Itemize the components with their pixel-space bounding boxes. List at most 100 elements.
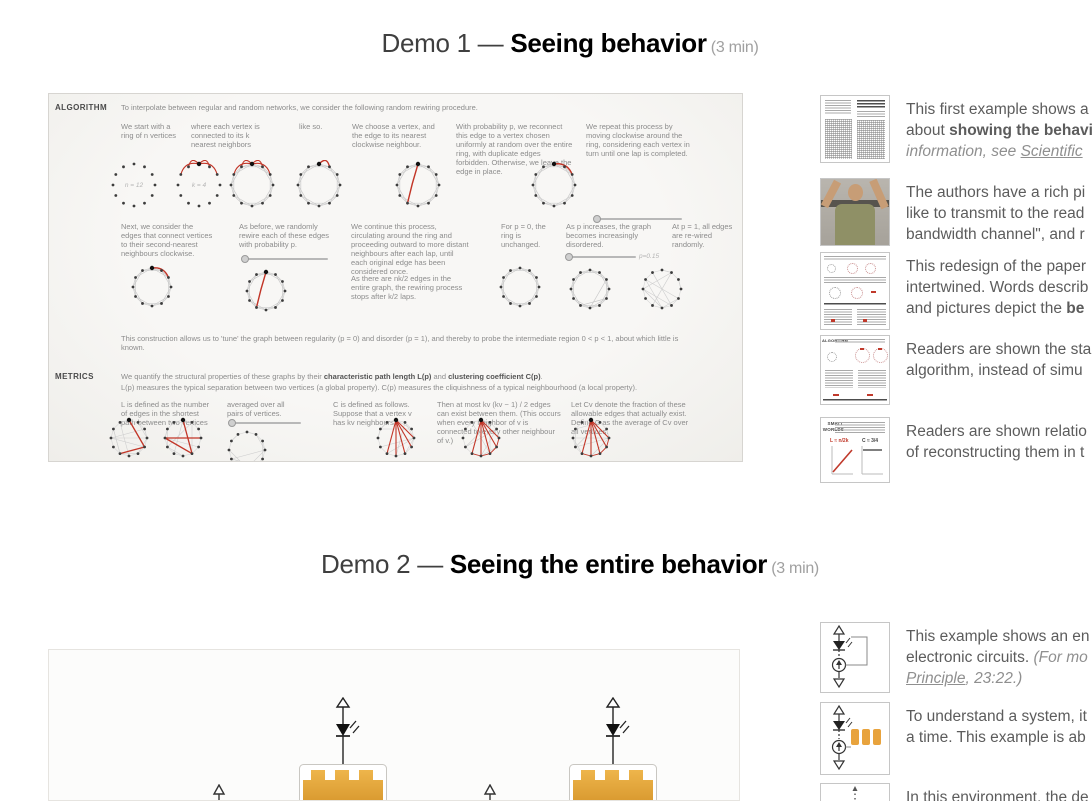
note-line: like to transmit to the read [906, 205, 1085, 222]
algorithm-intro: To interpolate between regular and rando… [121, 103, 478, 112]
note-line-with-link[interactable]: information, see Scientific [906, 143, 1083, 160]
average-slider [228, 419, 301, 427]
step1-caption-5: With probability p, we reconnect this ed… [456, 122, 573, 176]
graph-shortest-path [107, 416, 151, 461]
metrics-intro-1d: clustering coefficient C(p) [448, 372, 541, 381]
C-vs-n-chart [861, 446, 883, 475]
red-mark [833, 394, 839, 396]
note-line-with-link[interactable]: Principle, 23:22.) [906, 670, 1023, 687]
step2-caption-3b: As there are nk/2 edges in the entire gr… [351, 274, 463, 301]
demo2-title: Demo 2 — Seeing the entire behavior (3 m… [0, 549, 1092, 580]
redesign-text-lines [824, 277, 886, 284]
step2-caption-4: For p = 0, the ring is unchanged. [501, 222, 546, 249]
demo2-screenshot-panel [48, 649, 740, 801]
p-value-label: p=0.15 [639, 253, 660, 260]
circuit-signals-thumbnail [820, 702, 890, 775]
metrics-caption-2: averaged over all pairs of vertices. [227, 400, 285, 418]
step2-caption-2: As before, we randomly rewire each of th… [239, 222, 330, 249]
demo2-notes-column: This example shows an en electronic circ… [820, 622, 1092, 801]
small-worlds-section-thumbnail: SMALL WORLDS L ≈ n/2k C ≈ 3/4 [820, 417, 890, 483]
note-line: Readers are shown relatio [906, 423, 1087, 440]
metrics-intro-2: L(p) measures the typical separation bet… [121, 383, 638, 392]
step2-caption-6: At p = 1, all edges are re-wired randoml… [672, 222, 733, 249]
paper-body-right [857, 120, 885, 159]
note-line: of reconstructing them in t [906, 444, 1085, 461]
redesign-text-lines [824, 309, 852, 325]
red-mark [831, 319, 835, 322]
note-text: Readers are shown relatio of reconstruct… [906, 421, 1087, 463]
thumb-text-line [835, 339, 885, 343]
signal-block [569, 764, 657, 800]
note-line: and pictures depict the be [906, 300, 1085, 317]
step1-caption-3: like so. [299, 122, 323, 131]
red-mark [867, 394, 873, 396]
ring-sketch [851, 287, 863, 299]
note-text: To understand a system, it a time. This … [906, 706, 1087, 748]
step2-caption-1: Next, we consider the edges that connect… [121, 222, 213, 258]
metrics-caption-3: C is defined as follows. Suppose that a … [333, 400, 412, 427]
paper-byline-lines [857, 111, 885, 117]
demo2-title-bold: Seeing the entire behavior [449, 549, 768, 579]
lap-slider [593, 215, 682, 223]
terminal-arrow-icon [483, 784, 497, 800]
red-mark [863, 319, 867, 322]
metrics-intro-1c: and [431, 372, 449, 381]
ring-diagram-choose-edge [294, 159, 344, 215]
probe-sketch [852, 786, 858, 801]
graph-allowable-edges [459, 416, 503, 461]
note-line: about showing the behavi [906, 122, 1092, 139]
ring-diagram-p1 [639, 266, 685, 317]
paper-thumbnail [820, 95, 890, 163]
note-line: This first example shows a [906, 101, 1089, 118]
ring-diagram-repeat [529, 160, 579, 215]
note-line: electronic circuits. (For mo [906, 649, 1088, 666]
graph-shortest-path-2 [161, 416, 205, 461]
probability-slider [241, 255, 328, 263]
ring-sketch [847, 263, 858, 274]
step2-caption-5: As p increases, the graph becomes increa… [566, 222, 652, 249]
note-text: This first example shows a about showing… [906, 99, 1092, 162]
demo1-title-bold: Seeing behavior [510, 28, 707, 58]
redesign-page-thumbnail [820, 252, 890, 330]
ring-diagram-k4 [174, 159, 224, 215]
led-symbol [335, 697, 360, 765]
ring-label-k: k = 4 [191, 182, 207, 189]
ring-diagram-p0 [497, 264, 543, 315]
demo1-title-prefix: Demo 1 — [381, 28, 511, 58]
chart-label-L: L ≈ n/2k [830, 438, 849, 444]
red-mark [878, 348, 882, 350]
note-text: Readers are shown the sta algorithm, ins… [906, 339, 1091, 381]
note-line: In this environment, the de [906, 789, 1089, 801]
ring-diagram-rewire [393, 160, 443, 215]
note-line: To understand a system, it [906, 708, 1087, 725]
ring-diagram-rewire2 [243, 268, 289, 319]
metrics-intro-1b: characteristic path length L(p) [323, 372, 432, 381]
circuit-schematic-with-signals [831, 704, 881, 771]
algorithm-section-label: ALGORITHM [55, 103, 108, 112]
paper-title-lines [857, 100, 885, 109]
metrics-intro-1: We quantify the structural properties of… [121, 372, 543, 381]
led-symbol [605, 697, 630, 765]
metrics-section-label: METRICS [55, 372, 94, 381]
algorithm-thumb-label: ALGORITHM [822, 338, 848, 343]
L-vs-n-chart [831, 446, 853, 475]
graph-averaged [225, 428, 269, 461]
circuit-schematic [831, 624, 868, 689]
step1-caption-1: We start with a ring of n vertices [121, 122, 177, 140]
ring-diagram-pmid [567, 266, 613, 317]
ring-diagram-second-nearest [129, 264, 175, 315]
red-mark [871, 291, 876, 293]
step1-caption-4: We choose a vertex, and the edge to its … [352, 122, 435, 149]
metrics-intro-1e: . [540, 372, 543, 381]
note-line: a time. This example is ab [906, 729, 1086, 746]
probe-thumbnail [820, 783, 890, 801]
note-text: This redesign of the paper intertwined. … [906, 256, 1088, 319]
step1-caption-6: We repeat this process by moving clockwi… [586, 122, 690, 158]
demo1-notes-column: This first example shows a about showing… [820, 95, 1092, 555]
thumb-text-lines [835, 422, 885, 434]
chart-label-C: C ≈ 3/4 [862, 438, 879, 444]
thumb-rule [823, 399, 887, 401]
note-text: This example shows an en electronic circ… [906, 626, 1090, 689]
small-worlds-label-line2: WORLDS [822, 426, 844, 432]
